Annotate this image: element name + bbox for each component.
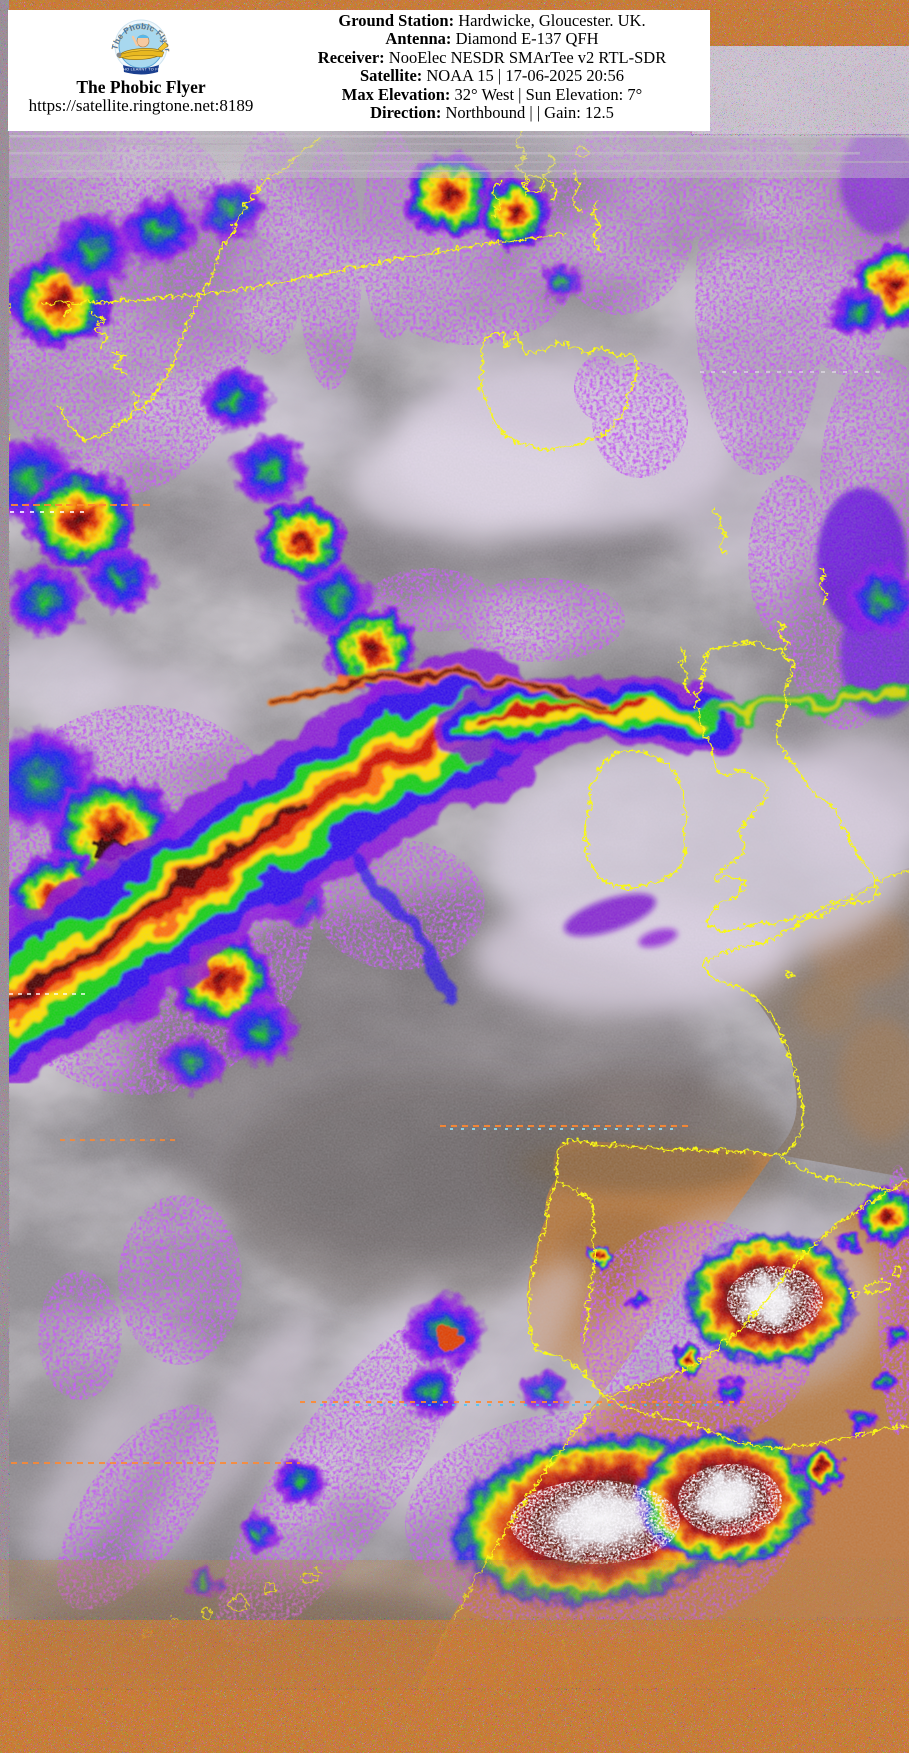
info-label: Max Elevation: (341, 84, 451, 104)
station-identity: The Phobic Flyer WHO LEARNT TO FLY The P… (8, 10, 274, 115)
info-label: Direction: (370, 103, 442, 123)
info-line-direction: Direction: Northbound | | Gain: 12.5 (274, 103, 710, 123)
noise-top-strip (0, 0, 909, 11)
info-line-satellite: Satellite: NOAA 15 | 17-06-2025 20:56 (274, 67, 710, 85)
info-label: Antenna: (385, 29, 452, 49)
info-line-ground-station: Ground Station: Hardwicke, Gloucester. U… (274, 11, 710, 30)
info-value: NooElec NESDR SMArTee v2 RTL-SDR (388, 47, 667, 67)
info-value: 32° West | Sun Elevation: 7° (454, 84, 643, 104)
logo-banner-text: WHO LEARNT TO FLY (119, 68, 163, 72)
noise-top-right-lavender (692, 46, 909, 134)
station-info-panel: The Phobic Flyer WHO LEARNT TO FLY The P… (8, 10, 710, 131)
info-label: Ground Station: (338, 11, 455, 30)
info-label: Satellite: (359, 66, 423, 86)
dropout-lines (0, 371, 880, 1464)
noise-top-right-orange (692, 10, 909, 46)
info-label: Receiver: (317, 47, 385, 67)
info-line-receiver: Receiver: NooElec NESDR SMArTee v2 RTL-S… (274, 47, 710, 67)
info-line-antenna: Antenna: Diamond E-137 QFH (274, 30, 710, 48)
info-line-max-elevation: Max Elevation: 32° West | Sun Elevation:… (274, 84, 710, 104)
info-value: NOAA 15 | 17-06-2025 20:56 (426, 66, 625, 86)
site-url: https://satellite.ringtone.net:8189 (28, 96, 254, 115)
noise-left-column (0, 0, 9, 1753)
site-title: The Phobic Flyer (76, 77, 206, 97)
info-value: Hardwicke, Gloucester. UK. (458, 11, 646, 30)
reception-info: Ground Station: Hardwicke, Gloucester. U… (274, 11, 710, 123)
info-value: Northbound | | Gain: 12.5 (445, 103, 614, 123)
phobic-flyer-logo-icon: The Phobic Flyer WHO LEARNT TO FLY (110, 19, 172, 75)
scanline-noise-band (0, 128, 909, 178)
info-value: Diamond E-137 QFH (455, 29, 599, 49)
